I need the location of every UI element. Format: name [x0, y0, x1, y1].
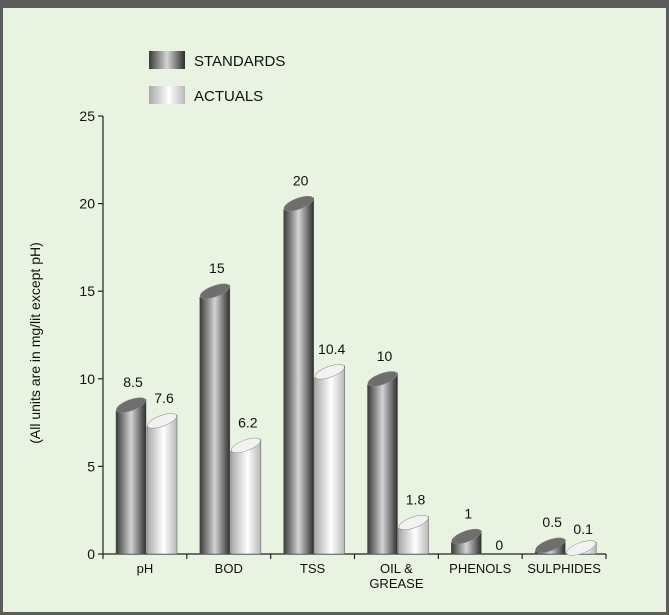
- y-axis-label: (All units are in mg/lit except pH): [27, 242, 43, 444]
- bar-cap: [367, 371, 398, 387]
- bar-cap: [199, 283, 230, 299]
- y-tick-label: 15: [79, 283, 95, 299]
- bar-value-label: 0: [495, 537, 503, 553]
- bar-cap: [230, 437, 261, 453]
- bar-body: [314, 365, 345, 555]
- y-tick-label: 25: [79, 108, 95, 124]
- bar-standards-2: 20: [283, 173, 314, 555]
- bar-value-label: 7.6: [154, 390, 174, 406]
- bar-value-label: 0.5: [542, 514, 562, 530]
- bar-actuals-4: 0: [495, 537, 503, 553]
- legend-item-standards: STANDARDS: [149, 51, 285, 70]
- x-tick-label: pH: [137, 561, 154, 576]
- x-tick-label: PHENOLS: [449, 561, 511, 576]
- y-tick-label: 0: [87, 546, 95, 562]
- bar-value-label: 10.4: [318, 341, 345, 357]
- y-tick-label: 20: [79, 196, 95, 212]
- bar-actuals-0: 7.6: [146, 390, 178, 555]
- x-tick-label: GREASE: [369, 576, 424, 591]
- bar-actuals-3: 1.8: [398, 491, 429, 555]
- bar-actuals-5: 0.1: [566, 521, 597, 556]
- legend-swatch: [149, 51, 185, 69]
- bar-standards-3: 10: [367, 348, 398, 555]
- bar-value-label: 0.1: [573, 521, 593, 537]
- y-tick-label: 10: [79, 371, 95, 387]
- legend-swatch: [149, 86, 185, 104]
- bar-actuals-1: 6.2: [230, 414, 262, 555]
- bar-standards-4: 1: [451, 505, 482, 555]
- bar-value-label: 10: [377, 348, 393, 364]
- bar-value-label: 1: [464, 505, 472, 521]
- bar-standards-1: 15: [199, 260, 231, 555]
- legend-label: ACTUALS: [194, 88, 263, 105]
- bar-value-label: 15: [209, 260, 225, 276]
- bar-cap: [566, 540, 597, 556]
- bar-actuals-2: 10.4: [314, 341, 346, 555]
- legend-label: STANDARDS: [194, 53, 285, 70]
- bar-value-label: 6.2: [238, 414, 258, 430]
- bar-cap: [398, 514, 429, 531]
- bar-body: [146, 414, 178, 555]
- legend-item-actuals: ACTUALS: [149, 86, 263, 105]
- bar-cap: [116, 397, 146, 413]
- x-tick-label: TSS: [300, 561, 326, 576]
- bar-body: [199, 284, 231, 555]
- bar-standards-5: 0.5: [534, 514, 566, 555]
- x-tick-label: SULPHIDES: [527, 561, 601, 576]
- bar-value-label: 20: [293, 173, 309, 189]
- bar-body: [367, 372, 398, 555]
- bar-cap: [147, 413, 177, 429]
- bar-body: [115, 398, 147, 555]
- x-tick-label: BOD: [215, 561, 243, 576]
- bar-body: [283, 197, 314, 555]
- bar-standards-0: 8.5: [115, 374, 147, 555]
- bar-cap: [451, 528, 482, 545]
- bar-value-label: 1.8: [406, 491, 426, 507]
- x-tick-label: OIL &: [380, 561, 413, 576]
- y-tick-label: 5: [87, 458, 95, 474]
- bar-cap: [283, 196, 314, 212]
- bar-cap: [314, 364, 345, 380]
- bar-cap: [535, 537, 566, 553]
- bar-body: [230, 439, 262, 555]
- bar-value-label: 8.5: [123, 374, 143, 390]
